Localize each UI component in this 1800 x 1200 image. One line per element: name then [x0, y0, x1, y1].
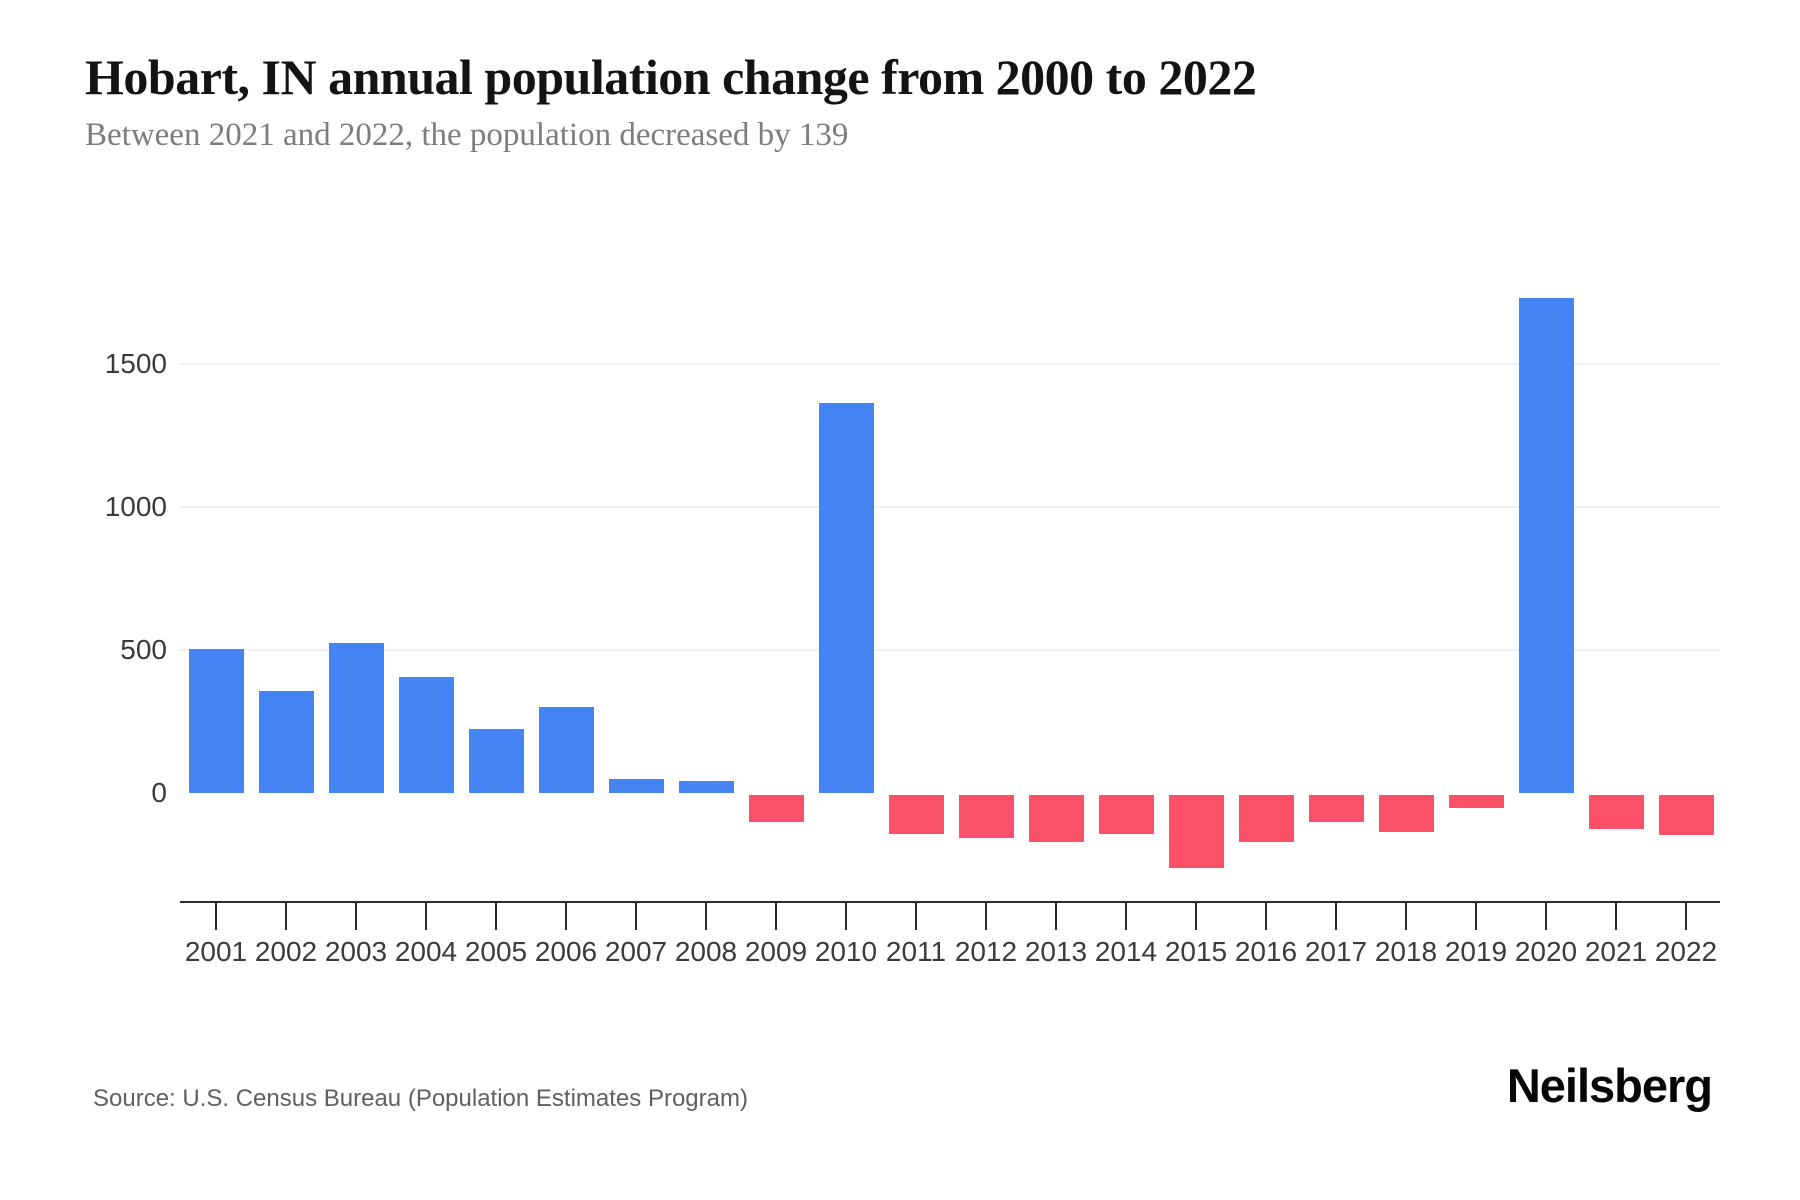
x-label-2019: 2019 [1444, 936, 1508, 967]
x-label-2008: 2008 [674, 936, 738, 967]
x-label-2004: 2004 [394, 936, 458, 967]
x-axis-line [180, 901, 1720, 903]
bar-2020 [1519, 298, 1574, 793]
x-tick-2022 [1685, 901, 1687, 930]
x-tick-2016 [1265, 901, 1267, 930]
bar-2011 [889, 795, 944, 834]
bar-2019 [1449, 795, 1504, 808]
x-tick-2011 [915, 901, 917, 930]
x-tick-2013 [1055, 901, 1057, 930]
x-label-2017: 2017 [1304, 936, 1368, 967]
x-tick-2021 [1615, 901, 1617, 930]
x-tick-2010 [845, 901, 847, 930]
bar-2002 [259, 691, 314, 793]
x-label-2007: 2007 [604, 936, 668, 967]
bar-2015 [1169, 795, 1224, 868]
x-label-2016: 2016 [1234, 936, 1298, 967]
x-label-2012: 2012 [954, 936, 1018, 967]
x-label-2018: 2018 [1374, 936, 1438, 967]
y-axis-label-500: 500 [120, 634, 167, 665]
x-tick-2019 [1475, 901, 1477, 930]
gridline-500 [180, 649, 1720, 651]
bar-2004 [399, 677, 454, 793]
x-label-2022: 2022 [1654, 936, 1718, 967]
x-tick-2007 [635, 901, 637, 930]
bar-2017 [1309, 795, 1364, 822]
x-label-2014: 2014 [1094, 936, 1158, 967]
bar-2010 [819, 403, 874, 793]
x-tick-2020 [1545, 901, 1547, 930]
bar-2012 [959, 795, 1014, 838]
x-tick-2017 [1335, 901, 1337, 930]
x-label-2020: 2020 [1514, 936, 1578, 967]
x-tick-2006 [565, 901, 567, 930]
bar-2021 [1589, 795, 1644, 829]
x-label-2006: 2006 [534, 936, 598, 967]
x-tick-2001 [215, 901, 217, 930]
chart-title: Hobart, IN annual population change from… [85, 49, 1257, 105]
x-tick-2014 [1125, 901, 1127, 930]
chart-subtitle: Between 2021 and 2022, the population de… [85, 117, 849, 153]
y-axis-label-1500: 1500 [104, 348, 167, 379]
x-label-2010: 2010 [814, 936, 878, 967]
bar-2008 [679, 781, 734, 793]
x-label-2009: 2009 [744, 936, 808, 967]
bar-2018 [1379, 795, 1434, 832]
bar-2014 [1099, 795, 1154, 834]
x-label-2001: 2001 [184, 936, 248, 967]
x-label-2005: 2005 [464, 936, 528, 967]
x-tick-2005 [495, 901, 497, 930]
bar-2009 [749, 795, 804, 822]
bar-2006 [539, 707, 594, 793]
source-note: Source: U.S. Census Bureau (Population E… [93, 1085, 748, 1112]
bar-2016 [1239, 795, 1294, 842]
bar-2001 [189, 649, 244, 793]
x-tick-2009 [775, 901, 777, 930]
x-tick-2015 [1195, 901, 1197, 930]
bar-2005 [469, 729, 524, 793]
bar-2022 [1659, 795, 1714, 835]
x-tick-2003 [355, 901, 357, 930]
y-axis-label-0: 0 [151, 777, 167, 808]
neilsberg-logo: Neilsberg [1506, 1059, 1713, 1112]
x-tick-2002 [285, 901, 287, 930]
bar-2007 [609, 779, 664, 793]
x-label-2013: 2013 [1024, 936, 1088, 967]
y-axis-label-1000: 1000 [104, 491, 167, 522]
gridline-1000 [180, 506, 1720, 508]
bar-2003 [329, 643, 384, 793]
x-label-2003: 2003 [324, 936, 388, 967]
x-tick-2004 [425, 901, 427, 930]
x-label-2021: 2021 [1584, 936, 1648, 967]
x-tick-2018 [1405, 901, 1407, 930]
x-tick-2008 [705, 901, 707, 930]
gridline-1500 [180, 363, 1720, 365]
x-label-2002: 2002 [254, 936, 318, 967]
x-tick-2012 [985, 901, 987, 930]
bar-2013 [1029, 795, 1084, 842]
x-label-2011: 2011 [885, 936, 947, 967]
x-label-2015: 2015 [1164, 936, 1228, 967]
